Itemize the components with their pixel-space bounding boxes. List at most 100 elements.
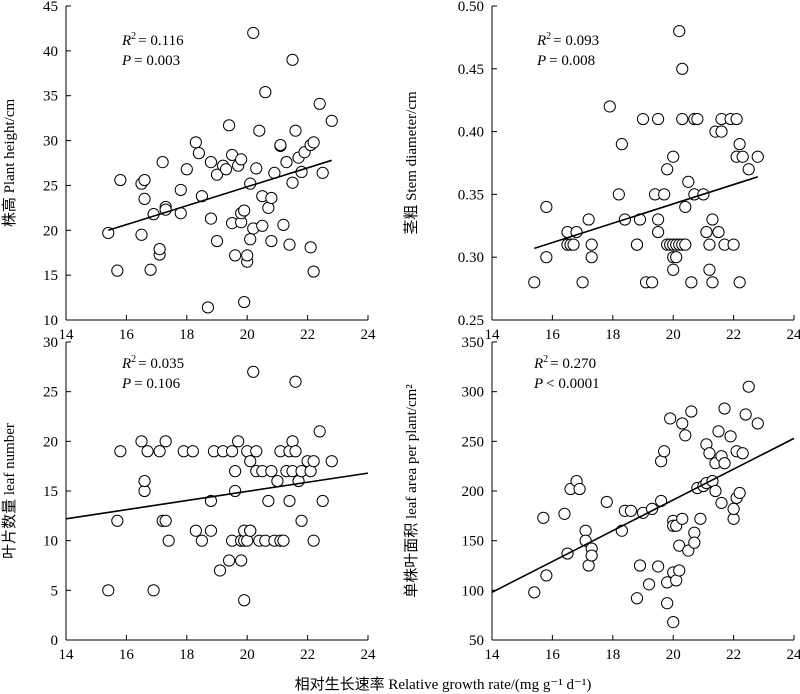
data-point (624, 504, 638, 517)
data-point (153, 243, 166, 256)
r-squared-annotation: R2 = 0.270 (533, 354, 596, 372)
data-point (195, 534, 208, 547)
y-tick-label: 100 (462, 583, 485, 599)
data-point (232, 435, 245, 448)
data-point (570, 225, 583, 239)
data-point (706, 213, 719, 226)
data-point (204, 212, 218, 225)
data-point (265, 465, 278, 478)
data-point (189, 524, 202, 537)
data-point (153, 445, 166, 458)
data-point (636, 112, 650, 126)
data-point (250, 162, 263, 175)
data-point (661, 597, 674, 610)
data-point (135, 228, 148, 241)
data-point (244, 524, 257, 537)
data-point (703, 238, 716, 251)
data-point (667, 150, 680, 163)
panel-4: 50 100 150 200 250 300 350 14 16 18 20 22 24 单株叶面积 le… (403, 335, 800, 663)
r-squared-annotation: R2 = 0.093 (536, 31, 599, 49)
data-point (229, 484, 242, 498)
data-point (712, 225, 725, 239)
x-tick-label: 14 (485, 327, 501, 343)
data-point (289, 375, 302, 388)
data-point (658, 445, 671, 458)
data-point (600, 495, 613, 509)
data-point (567, 238, 580, 251)
y-tick-label: 35 (43, 89, 58, 105)
data-point (316, 166, 329, 179)
data-point (658, 188, 671, 201)
y-tick-label: 20 (43, 223, 58, 239)
data-point (204, 524, 218, 537)
x-tick-label: 16 (545, 327, 561, 343)
regression-line (491, 437, 795, 594)
data-point (307, 455, 320, 468)
data-point (235, 554, 248, 567)
x-tick-label: 22 (300, 647, 315, 663)
data-point (679, 429, 692, 442)
data-point (528, 276, 541, 289)
y-tick-label: 10 (43, 313, 58, 329)
data-point (274, 138, 287, 152)
data-point (540, 251, 553, 264)
panel-3: 0 5 10 15 20 25 30 14 16 18 20 22 24 叶片数量 leaf number… (1, 335, 376, 663)
data-point (244, 233, 257, 246)
y-tick-label: 0.45 (458, 62, 484, 78)
data-point (703, 263, 716, 276)
data-point (210, 168, 224, 181)
data-point (679, 200, 692, 214)
y-tick-label: 250 (462, 434, 485, 450)
data-point (138, 173, 151, 187)
data-point (229, 465, 242, 478)
data-point (733, 276, 746, 289)
data-point (241, 249, 254, 262)
data-point (751, 417, 764, 430)
data-point (147, 584, 160, 597)
data-point (582, 213, 595, 226)
data-point (286, 53, 299, 66)
r-squared-annotation: R2 = 0.116 (121, 31, 184, 49)
x-tick-label: 14 (59, 327, 75, 343)
y-tick-label: 0.30 (458, 250, 484, 266)
data-point (700, 225, 713, 239)
data-point (682, 175, 695, 188)
data-point (307, 136, 320, 149)
data-point (159, 514, 172, 527)
data-point (235, 153, 248, 166)
data-point (135, 435, 148, 448)
data-point (189, 136, 202, 149)
data-point (718, 457, 731, 470)
data-point (642, 578, 656, 591)
y-tick-label: 150 (462, 534, 485, 550)
y-tick-label: 5 (51, 583, 59, 599)
data-point (186, 445, 199, 458)
data-point (673, 25, 686, 38)
data-point (573, 482, 586, 496)
data-point (159, 435, 172, 448)
data-point (712, 425, 725, 438)
data-point (141, 445, 154, 458)
x-tick-label: 18 (179, 327, 194, 343)
data-point (138, 474, 151, 488)
data-point (265, 191, 278, 205)
y-tick-label: 15 (43, 268, 58, 284)
data-point (238, 594, 251, 607)
data-point (277, 534, 290, 547)
data-point (138, 192, 151, 205)
data-point (286, 176, 299, 189)
data-point (204, 494, 218, 508)
data-point (204, 156, 218, 169)
data-point (739, 408, 752, 421)
data-point (585, 238, 598, 251)
data-point (259, 86, 272, 99)
data-point (718, 402, 731, 415)
data-point (283, 494, 296, 508)
data-point (280, 156, 293, 169)
data-point (289, 445, 302, 458)
y-tick-label: 45 (43, 0, 58, 15)
y-axis-label: 株高 Plant height/cm (1, 99, 18, 228)
data-point (201, 301, 215, 314)
data-point (633, 559, 647, 572)
